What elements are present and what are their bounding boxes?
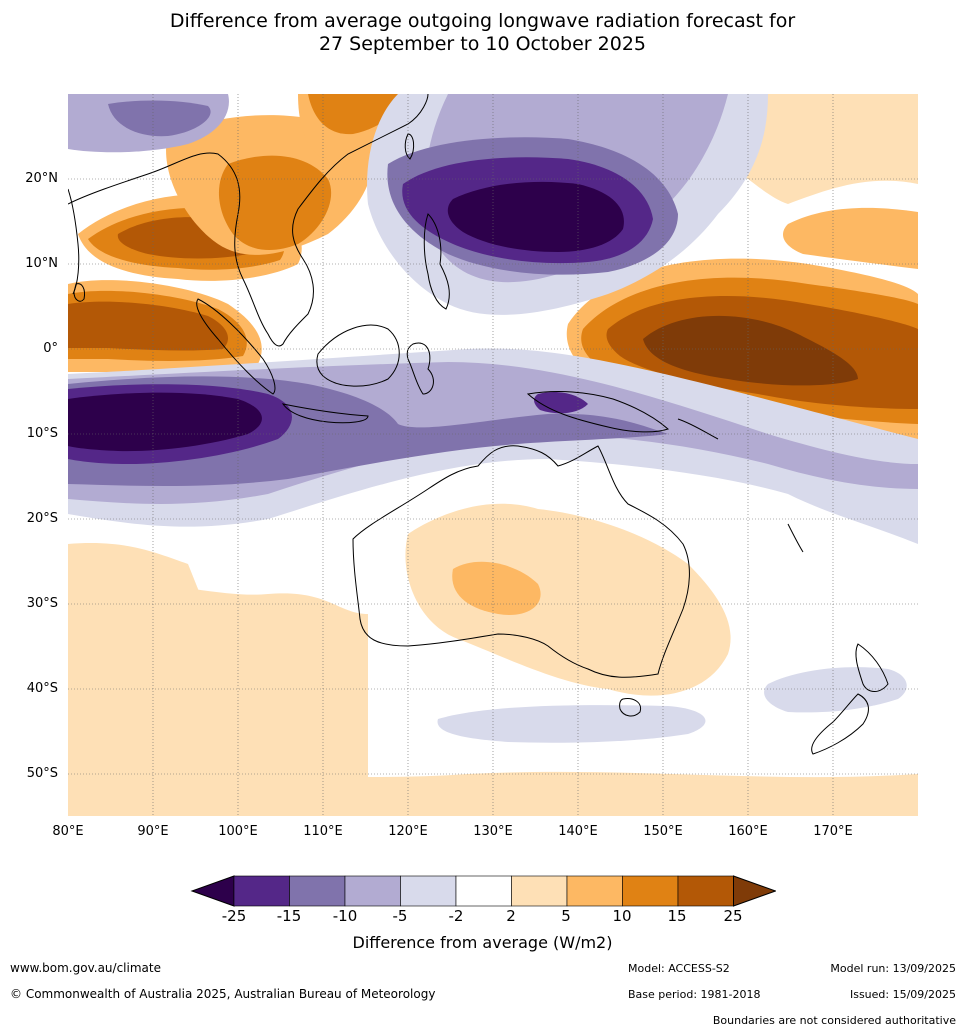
borneo-coastline [316, 324, 400, 387]
cbar-tick: 15 [667, 907, 687, 925]
pacific-positive-extreme [643, 315, 858, 386]
olr-anomaly-map [67, 93, 918, 816]
disclaimer-text: Boundaries are not considered authoritat… [712, 1014, 956, 1027]
colorbar-swatch [455, 875, 512, 907]
java-coastline [281, 403, 369, 424]
colorbar-swatch [677, 875, 734, 907]
model-run-text: Model run: 13/09/2025 [830, 962, 956, 975]
lon-label-110e: 110°E [303, 824, 343, 839]
colorbar-swatch [289, 875, 346, 907]
title-line-1: Difference from average outgoing longwav… [169, 10, 796, 32]
title-line-2: 27 September to 10 October 2025 [318, 33, 647, 55]
cbar-tick: 2 [506, 907, 516, 925]
west-java-negative-extreme [68, 392, 262, 452]
colorbar-swatch [566, 875, 623, 907]
subtropical-pacific-positive [783, 207, 918, 269]
lon-label-100e: 100°E [218, 824, 258, 839]
issued-text: Issued: 15/09/2025 [849, 988, 956, 1001]
graticule [68, 94, 918, 816]
indochina-positive-mid [218, 155, 332, 250]
australia-positive-light [405, 503, 731, 696]
sulawesi-coastline [406, 342, 434, 395]
lat-label-20s: 20°S [26, 511, 58, 526]
lon-label-130e: 130°E [473, 824, 513, 839]
lat-label-50s: 50°S [26, 766, 58, 781]
cbar-tick: 10 [612, 907, 632, 925]
lon-label-150e: 150°E [643, 824, 683, 839]
south-australia-negative [437, 705, 706, 743]
lat-label-40s: 40°S [26, 681, 58, 696]
cbar-tick: 25 [723, 907, 743, 925]
lon-label-140e: 140°E [558, 824, 598, 839]
copyright-text: © Commonwealth of Australia 2025, Austra… [10, 987, 436, 1001]
australia-coastline [352, 445, 690, 678]
lat-label-10s: 10°S [26, 426, 58, 441]
lat-label-10n: 10°N [25, 256, 58, 271]
nz-north-island-coastline [855, 643, 889, 692]
colorbar-swatch [233, 875, 290, 907]
lon-label-90e: 90°E [137, 824, 169, 839]
banda-sea-negative [534, 392, 588, 414]
lat-label-30s: 30°S [26, 596, 58, 611]
coastlines [67, 93, 889, 755]
cbar-tick: -2 [448, 907, 464, 925]
philippines-coastline [423, 213, 450, 310]
west-pacific-negative-extreme [447, 181, 624, 252]
nz-south-island-coastline [811, 693, 869, 755]
solomon-islands-coastline [677, 418, 719, 440]
colorbar-swatch [511, 875, 568, 907]
tasmania-coastline [619, 698, 642, 717]
south-indian-positive-light [68, 543, 208, 694]
colorbar-extend-low [190, 875, 235, 907]
north-indian-negative-mid [108, 100, 211, 137]
cbar-tick: -5 [392, 907, 408, 925]
lon-label-80e: 80°E [52, 824, 84, 839]
colorbar [190, 875, 776, 907]
colorbar-swatch [622, 875, 679, 907]
lon-label-170e: 170°E [813, 824, 853, 839]
sumatra-coastline [196, 298, 276, 395]
base-period-text: Base period: 1981-2018 [628, 988, 761, 1001]
model-text: Model: ACCESS-S2 [628, 962, 730, 975]
colorbar-extend-high [733, 875, 776, 907]
new-guinea-coastline [526, 391, 669, 433]
cbar-tick: 5 [561, 907, 571, 925]
south-china-positive-mid [308, 94, 408, 135]
chart-title: Difference from average outgoing longwav… [0, 10, 965, 56]
lat-label-0: 0° [43, 341, 58, 356]
cbar-tick: -15 [276, 907, 302, 925]
lat-label-20n: 20°N [25, 171, 58, 186]
new-zealand-negative [764, 667, 907, 713]
website-text: www.bom.gov.au/climate [10, 961, 161, 975]
map-canvas [67, 93, 918, 816]
central-australia-positive [452, 561, 541, 615]
lon-label-160e: 160°E [728, 824, 768, 839]
taiwan-coastline [404, 133, 415, 160]
sri-lanka-coastline [73, 283, 85, 302]
colorbar-label: Difference from average (W/m2) [352, 933, 613, 952]
lon-label-120e: 120°E [388, 824, 428, 839]
vanuatu-coastline [787, 523, 804, 553]
mainland-asia-coastline [67, 93, 429, 347]
indian-ocean-positive-strong [68, 301, 228, 351]
cbar-tick: -25 [221, 907, 247, 925]
india-coastline [67, 188, 80, 295]
cbar-tick: -10 [332, 907, 358, 925]
colorbar-swatch [400, 875, 457, 907]
colorbar-swatch [344, 875, 401, 907]
